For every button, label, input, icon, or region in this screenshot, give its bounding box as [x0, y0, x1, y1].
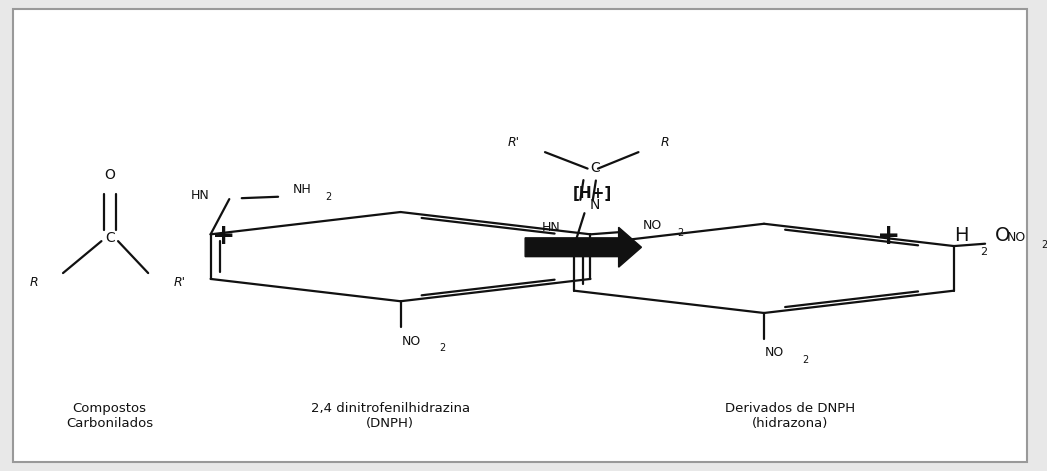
Text: HN: HN [191, 189, 209, 203]
Text: 2: 2 [677, 228, 684, 238]
Text: N: N [589, 198, 600, 212]
Text: Compostos
Carbonilados: Compostos Carbonilados [66, 402, 153, 430]
Text: O: O [996, 226, 1010, 245]
Text: NO: NO [764, 346, 784, 359]
Text: NO: NO [1006, 231, 1026, 244]
Text: 2: 2 [802, 355, 808, 365]
Text: R: R [661, 136, 670, 149]
Text: NO: NO [643, 219, 663, 232]
FancyBboxPatch shape [14, 9, 1027, 462]
Text: R': R' [174, 276, 185, 289]
Text: 2: 2 [981, 247, 987, 257]
Text: [H+]: [H+] [573, 186, 612, 201]
Text: +: + [877, 221, 900, 250]
Text: NO: NO [401, 335, 421, 348]
Text: +: + [213, 221, 236, 250]
Text: 2: 2 [439, 343, 445, 353]
Text: C: C [105, 231, 114, 245]
Text: 2: 2 [1041, 240, 1047, 250]
Text: O: O [105, 169, 115, 182]
Text: NH: NH [292, 183, 311, 196]
Text: 2: 2 [325, 192, 331, 202]
Text: R': R' [508, 136, 520, 149]
Text: H: H [954, 226, 968, 245]
FancyArrow shape [526, 227, 642, 267]
Text: HN: HN [542, 221, 560, 234]
Text: R: R [29, 276, 39, 289]
Text: C: C [589, 161, 600, 175]
Text: 2,4 dinitrofenilhidrazina
(DNPH): 2,4 dinitrofenilhidrazina (DNPH) [311, 402, 470, 430]
Text: Derivados de DNPH
(hidrazona): Derivados de DNPH (hidrazona) [725, 402, 855, 430]
